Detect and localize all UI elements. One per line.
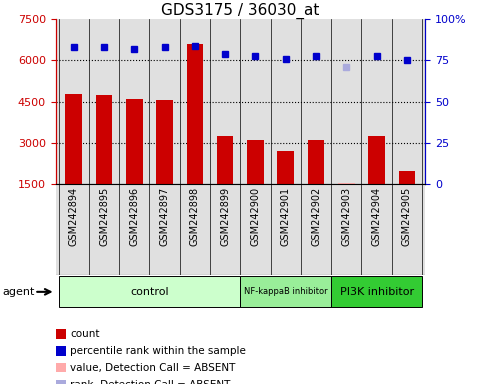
Bar: [398, 170, 415, 184]
Text: GSM242895: GSM242895: [99, 187, 109, 246]
Bar: [126, 99, 142, 184]
Text: GSM242904: GSM242904: [371, 187, 382, 246]
Text: NF-kappaB inhibitor: NF-kappaB inhibitor: [244, 287, 327, 296]
Text: GSM242898: GSM242898: [190, 187, 200, 246]
Text: value, Detection Call = ABSENT: value, Detection Call = ABSENT: [70, 363, 235, 373]
Bar: [156, 100, 173, 184]
Bar: [96, 95, 113, 184]
Bar: [241, 276, 331, 307]
Text: GSM242905: GSM242905: [402, 187, 412, 246]
Bar: [247, 140, 264, 184]
Text: GSM242900: GSM242900: [251, 187, 260, 246]
Bar: [186, 44, 203, 184]
Text: GSM242901: GSM242901: [281, 187, 291, 246]
Bar: [331, 276, 422, 307]
Text: control: control: [130, 287, 169, 297]
Text: GSM242902: GSM242902: [311, 187, 321, 246]
Text: PI3K inhibitor: PI3K inhibitor: [340, 287, 413, 297]
Text: GSM242894: GSM242894: [69, 187, 79, 246]
Text: GSM242903: GSM242903: [341, 187, 351, 246]
Text: count: count: [70, 329, 99, 339]
Text: GSM242897: GSM242897: [159, 187, 170, 246]
Bar: [58, 276, 241, 307]
Title: GDS3175 / 36030_at: GDS3175 / 36030_at: [161, 3, 319, 19]
Text: agent: agent: [2, 287, 35, 297]
Bar: [277, 151, 294, 184]
Bar: [308, 140, 325, 184]
Text: GSM242899: GSM242899: [220, 187, 230, 246]
Text: percentile rank within the sample: percentile rank within the sample: [70, 346, 246, 356]
Bar: [217, 136, 233, 184]
Bar: [338, 183, 355, 184]
Text: rank, Detection Call = ABSENT: rank, Detection Call = ABSENT: [70, 380, 230, 384]
Bar: [65, 94, 82, 184]
Bar: [368, 136, 385, 184]
Text: GSM242896: GSM242896: [129, 187, 139, 246]
